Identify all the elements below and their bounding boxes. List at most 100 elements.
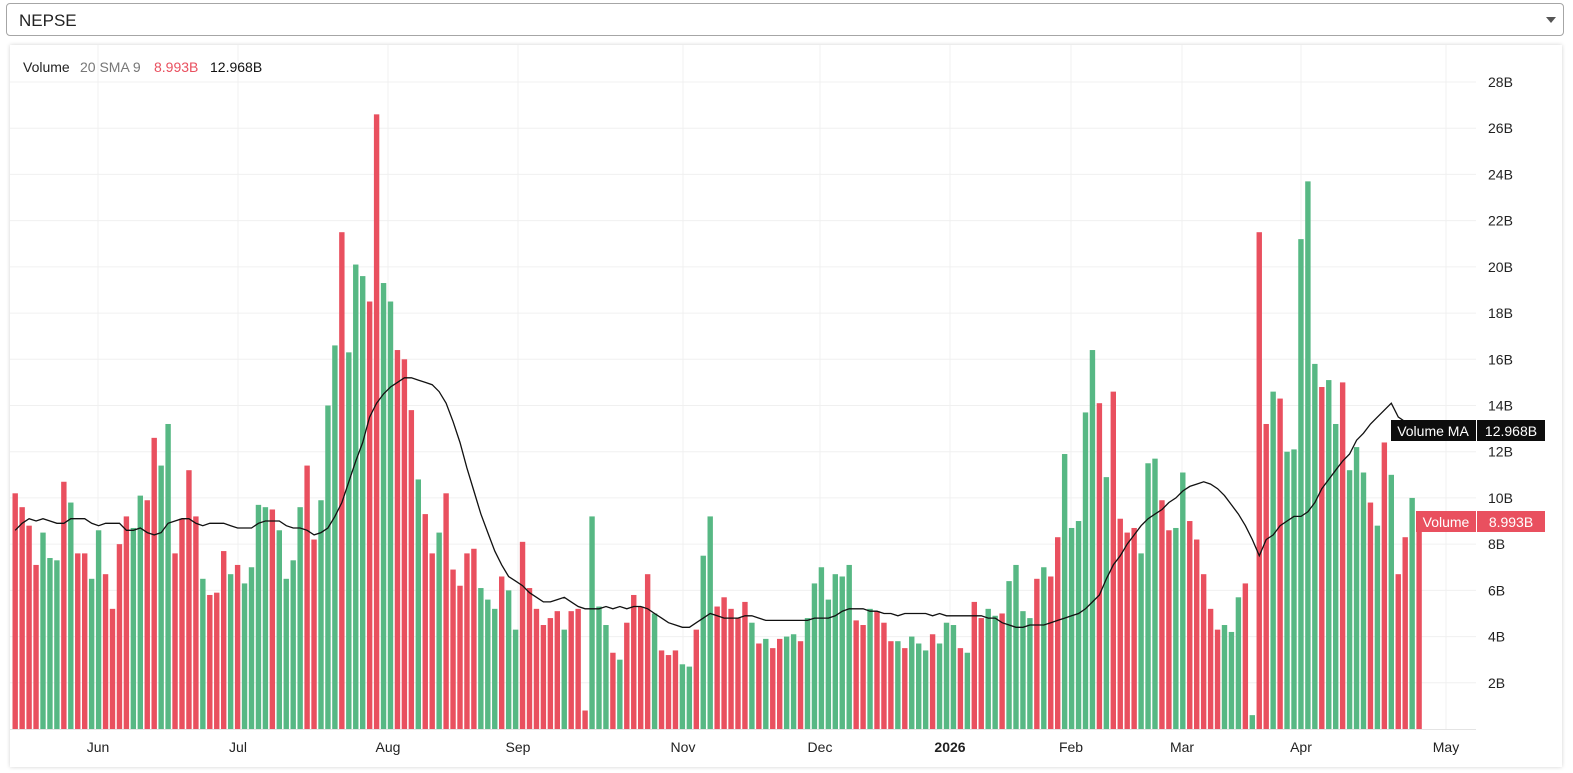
volume-bar bbox=[512, 629, 519, 729]
volume-bar bbox=[1159, 500, 1165, 729]
volume-bar bbox=[665, 655, 672, 729]
volume-bar bbox=[783, 636, 790, 729]
volume-bar bbox=[804, 618, 811, 729]
volume-bar bbox=[54, 560, 60, 729]
volume-bar bbox=[943, 622, 950, 729]
y-tick-label: 2B bbox=[1488, 675, 1505, 691]
volume-bar bbox=[332, 345, 338, 729]
volume-bar bbox=[957, 648, 964, 729]
volume-bar bbox=[1339, 382, 1346, 729]
volume-bar bbox=[554, 611, 560, 729]
volume-bar bbox=[790, 634, 797, 729]
volume-bar bbox=[353, 264, 359, 729]
volume-bar bbox=[172, 553, 178, 729]
volume-bar bbox=[186, 470, 192, 729]
volume-bar bbox=[387, 301, 394, 729]
volume-bar bbox=[1187, 521, 1193, 729]
volume-bar bbox=[714, 606, 720, 729]
volume-bar bbox=[373, 114, 380, 730]
volume-bar bbox=[985, 608, 991, 729]
volume-bar bbox=[526, 588, 533, 729]
x-tick-label: 2026 bbox=[934, 739, 965, 755]
volume-bar bbox=[255, 504, 262, 729]
volume-bar bbox=[429, 553, 435, 729]
y-tick-label: 24B bbox=[1488, 166, 1513, 182]
volume-bar bbox=[366, 301, 373, 729]
legend-ma-value: 12.968B bbox=[210, 59, 262, 75]
volume-bar bbox=[297, 507, 303, 729]
volume-bar bbox=[742, 601, 748, 729]
volume-bar bbox=[1333, 423, 1339, 729]
volume-bar bbox=[360, 276, 366, 729]
volume-bars bbox=[12, 114, 1422, 730]
volume-bar bbox=[137, 495, 143, 729]
volume-bar bbox=[1131, 527, 1137, 729]
volume-bar bbox=[658, 650, 665, 729]
volume-bar bbox=[207, 594, 213, 729]
x-tick-label: Aug bbox=[376, 739, 401, 755]
volume-bar bbox=[179, 518, 185, 729]
volume-bar bbox=[1166, 530, 1172, 729]
volume-bar bbox=[1402, 537, 1408, 729]
volume-bar bbox=[1013, 564, 1019, 729]
volume-bar bbox=[763, 638, 769, 729]
volume-bar bbox=[276, 530, 282, 729]
volume-bar bbox=[158, 465, 164, 729]
volume-bar bbox=[283, 578, 289, 729]
volume-bar bbox=[533, 608, 540, 729]
volume-bar bbox=[651, 613, 658, 729]
volume-bar bbox=[895, 641, 901, 729]
volume-bar bbox=[1263, 423, 1269, 729]
volume-bar bbox=[999, 613, 1005, 729]
volume-bar bbox=[123, 516, 130, 729]
volume-bar bbox=[617, 659, 623, 729]
volume-bar bbox=[75, 553, 81, 729]
volume-bar bbox=[1061, 454, 1068, 729]
volume-bar bbox=[1096, 403, 1103, 729]
volume-bar bbox=[1277, 398, 1283, 729]
chevron-down-icon[interactable] bbox=[1546, 17, 1556, 23]
x-tick-label: Apr bbox=[1290, 739, 1312, 755]
volume-bar bbox=[1194, 539, 1200, 729]
volume-bar bbox=[394, 350, 401, 729]
volume-bar bbox=[603, 625, 609, 729]
volume-bar bbox=[1207, 608, 1214, 729]
y-tick-label: 12B bbox=[1488, 444, 1513, 460]
volume-bar bbox=[825, 599, 832, 729]
volume-bar bbox=[777, 638, 783, 729]
volume-bar bbox=[1055, 537, 1061, 729]
volume-bar bbox=[992, 615, 998, 729]
volume-bar bbox=[1388, 474, 1394, 729]
volume-bar bbox=[589, 516, 595, 729]
volume-bar bbox=[1089, 350, 1096, 729]
volume-bar bbox=[380, 283, 387, 729]
volume-bar bbox=[929, 634, 936, 729]
volume-bar bbox=[1353, 447, 1360, 729]
volume-bar bbox=[492, 608, 498, 729]
ma-label-box bbox=[1391, 420, 1476, 441]
volume-bar bbox=[575, 608, 581, 729]
volume-chart-panel[interactable]: 2B 4B 6B 8B 10B 12B 14B 16B 18B 20B 22B 24B 26B 28B J… bbox=[10, 45, 1562, 767]
volume-bar bbox=[888, 641, 894, 729]
x-tick-label: Mar bbox=[1170, 739, 1194, 755]
volume-bar bbox=[1256, 232, 1262, 730]
volume-bar bbox=[707, 516, 713, 729]
volume-bar bbox=[1319, 387, 1325, 729]
volume-bar bbox=[471, 548, 477, 729]
ma-price-label: Volume MA 12.968B bbox=[1391, 420, 1545, 441]
volume-chart[interactable]: 2B 4B 6B 8B 10B 12B 14B 16B 18B 20B 22B 24B 26B 28B J… bbox=[10, 45, 1562, 767]
volume-bar bbox=[1284, 451, 1290, 729]
volume-bar bbox=[436, 532, 442, 729]
volume-bar bbox=[478, 588, 484, 729]
volume-bar bbox=[1075, 521, 1082, 729]
volume-bar bbox=[1152, 458, 1158, 729]
legend: Volume 20 SMA 9 8.993B 12.968B bbox=[23, 59, 262, 75]
volume-bar bbox=[241, 583, 248, 729]
legend-params: 20 SMA 9 bbox=[80, 59, 141, 75]
x-tick-label: Jul bbox=[229, 739, 247, 755]
volume-bar bbox=[797, 641, 804, 729]
volume-bar bbox=[1360, 472, 1367, 729]
volume-bar bbox=[832, 574, 838, 729]
symbol-select[interactable]: NEPSE bbox=[6, 3, 1564, 36]
y-axis: 2B 4B 6B 8B 10B 12B 14B 16B 18B 20B 22B 24B 26B 28B bbox=[1488, 74, 1513, 691]
